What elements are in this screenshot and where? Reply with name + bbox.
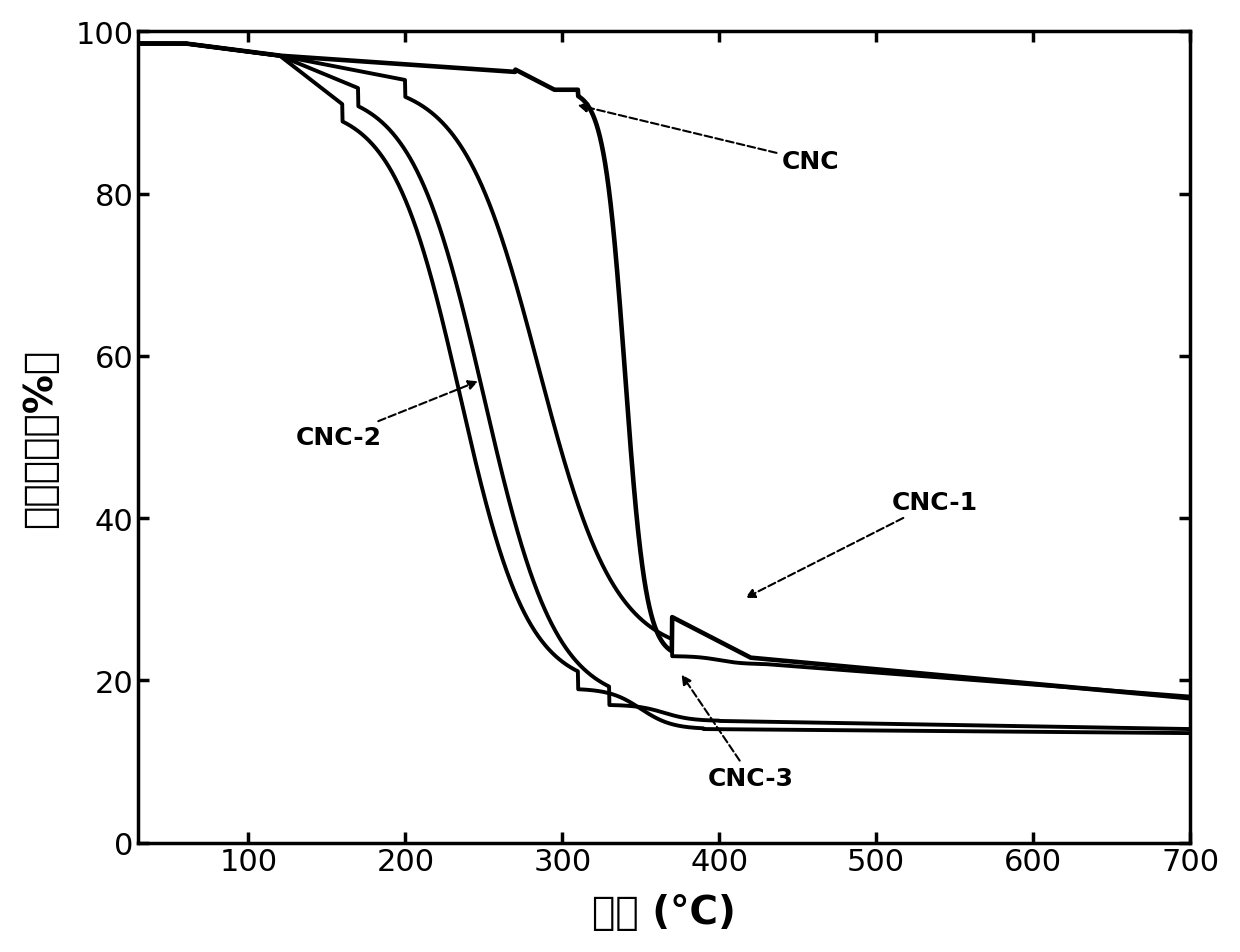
Text: CNC-1: CNC-1 xyxy=(748,490,978,597)
Text: CNC-3: CNC-3 xyxy=(683,677,795,790)
Text: CNC: CNC xyxy=(580,105,839,174)
Text: CNC-2: CNC-2 xyxy=(296,382,476,449)
Y-axis label: 质量捯失（%）: 质量捯失（%） xyxy=(21,348,58,527)
X-axis label: 温度 (°C): 温度 (°C) xyxy=(593,893,737,931)
